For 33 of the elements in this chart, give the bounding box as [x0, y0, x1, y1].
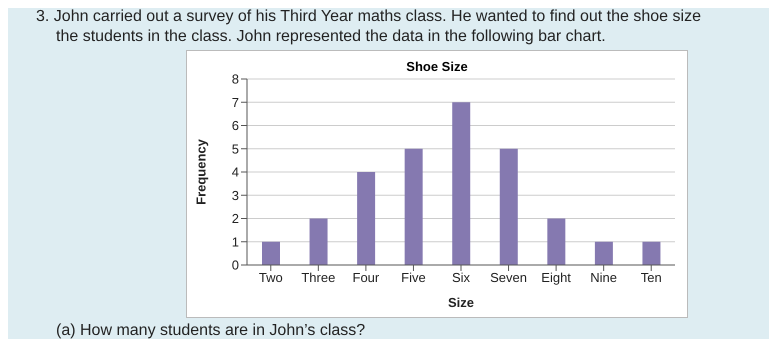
text: (a) How many students are in John’s class? — [56, 322, 366, 340]
x-tick-label: Eight — [541, 270, 572, 286]
y-axis-title: Frequency — [194, 138, 209, 205]
bar — [262, 242, 280, 265]
bar — [500, 148, 518, 265]
x-tick-label: Seven — [490, 270, 527, 286]
y-tick-label: 6 — [232, 118, 239, 134]
x-tick-label: Ten — [640, 270, 662, 286]
y-tick-label: 3 — [232, 188, 239, 203]
bar — [357, 172, 376, 265]
text: the students in the class. John represented the data in the following bar chart. — [56, 28, 606, 46]
bar — [310, 218, 328, 265]
bar — [594, 242, 613, 265]
bar — [404, 148, 423, 265]
y-tick-label: 5 — [232, 141, 239, 156]
bar — [642, 242, 660, 265]
y-tick-label: 7 — [232, 94, 239, 110]
bar — [452, 102, 470, 265]
x-axis-title: Size — [448, 295, 474, 310]
y-tick-label: 4 — [232, 164, 239, 180]
x-tick-label: Nine — [590, 270, 618, 286]
y-tick-label: 1 — [232, 234, 239, 250]
x-tick-label: Four — [352, 270, 380, 286]
x-tick-label: Five — [401, 270, 426, 286]
y-tick-label: 8 — [232, 72, 239, 87]
y-tick-label: 2 — [232, 211, 239, 226]
text: 3. John carried out a survey of his Third Year maths class. He wanted to find out the shoe size — [36, 8, 701, 26]
x-tick-label: Two — [258, 270, 283, 286]
bar — [547, 218, 566, 265]
x-tick-label: Six — [452, 270, 471, 286]
x-tick-label: Three — [301, 270, 336, 286]
chart-title: Shoe Size — [406, 59, 468, 74]
y-tick-label: 0 — [232, 258, 239, 273]
